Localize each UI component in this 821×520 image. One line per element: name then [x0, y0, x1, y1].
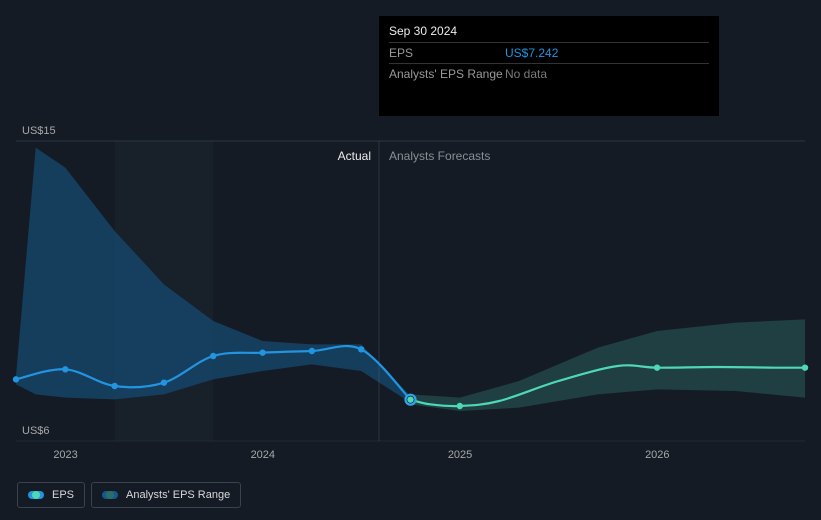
- legend-swatch: [102, 491, 118, 499]
- legend-item-eps-range[interactable]: Analysts' EPS Range: [91, 482, 241, 508]
- tooltip-row: EPS US$7.242: [389, 42, 709, 63]
- hover-tooltip: Sep 30 2024 EPS US$7.242 Analysts' EPS R…: [379, 16, 719, 116]
- y-axis-label: US$15: [22, 125, 56, 137]
- chart-container: Sep 30 2024 EPS US$7.242 Analysts' EPS R…: [0, 0, 821, 520]
- legend: EPS Analysts' EPS Range: [17, 482, 241, 508]
- x-axis-label: 2025: [448, 449, 472, 461]
- tooltip-row: Analysts' EPS Range No data: [389, 63, 709, 84]
- tooltip-row-value: US$7.242: [505, 46, 558, 60]
- tooltip-row-label: Analysts' EPS Range: [389, 67, 505, 81]
- legend-label: EPS: [52, 489, 74, 501]
- tooltip-row-label: EPS: [389, 46, 505, 60]
- region-label-forecast: Analysts Forecasts: [389, 149, 490, 163]
- x-axis-label: 2026: [645, 449, 669, 461]
- legend-item-eps[interactable]: EPS: [17, 482, 85, 508]
- legend-swatch: [28, 491, 44, 499]
- tooltip-row-value: No data: [505, 67, 547, 81]
- region-label-actual: Actual: [16, 149, 371, 163]
- x-axis-label: 2023: [53, 449, 77, 461]
- legend-label: Analysts' EPS Range: [126, 489, 230, 501]
- x-axis-label: 2024: [251, 449, 275, 461]
- tooltip-date: Sep 30 2024: [389, 24, 709, 38]
- y-axis-label: US$6: [22, 425, 50, 437]
